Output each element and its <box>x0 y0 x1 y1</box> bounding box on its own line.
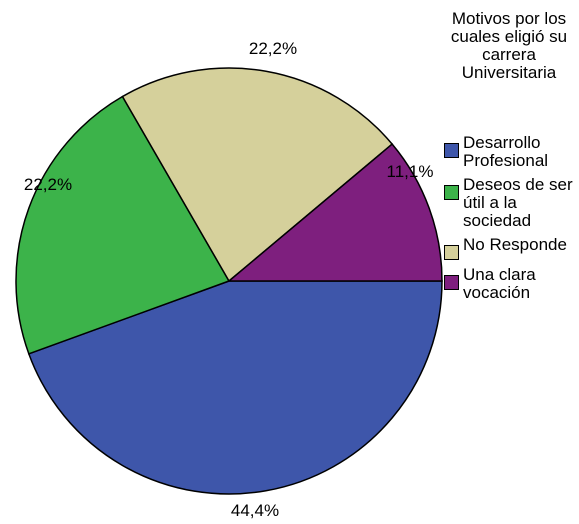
legend-label: Una clara vocación <box>463 265 536 302</box>
pie-slice-4 <box>226 143 443 282</box>
slice-label-1: 44,4% <box>231 501 279 520</box>
pie-slice-3 <box>121 67 394 283</box>
legend-swatch <box>444 245 459 260</box>
slice-label-4: 11,1% <box>387 162 434 181</box>
legend-label: Desarrollo Profesional <box>463 133 549 170</box>
legend-item-no-responde: No Responde <box>444 236 579 260</box>
legend-item-una-clara-vocacion: Una clara vocación <box>444 266 579 302</box>
legend-label: Deseos de ser útil a la sociedad <box>463 175 573 230</box>
legend-swatch <box>444 185 459 200</box>
legend-title: Motivos por los cuales eligió su carrera… <box>450 9 568 82</box>
legend-label: No Responde <box>463 235 567 254</box>
legend-item-deseos-de-ser-util: Deseos de ser útil a la sociedad <box>444 176 579 230</box>
legend: Desarrollo Profesional Deseos de ser úti… <box>444 134 579 308</box>
slice-label-3: 22,2% <box>249 39 297 58</box>
pie-slice-1 <box>27 280 443 495</box>
pie-slice-2 <box>15 95 231 355</box>
legend-swatch <box>444 275 459 290</box>
legend-item-desarrollo-profesional: Desarrollo Profesional <box>444 134 579 170</box>
slice-label-2: 22,2% <box>24 175 72 194</box>
legend-swatch <box>444 143 459 158</box>
